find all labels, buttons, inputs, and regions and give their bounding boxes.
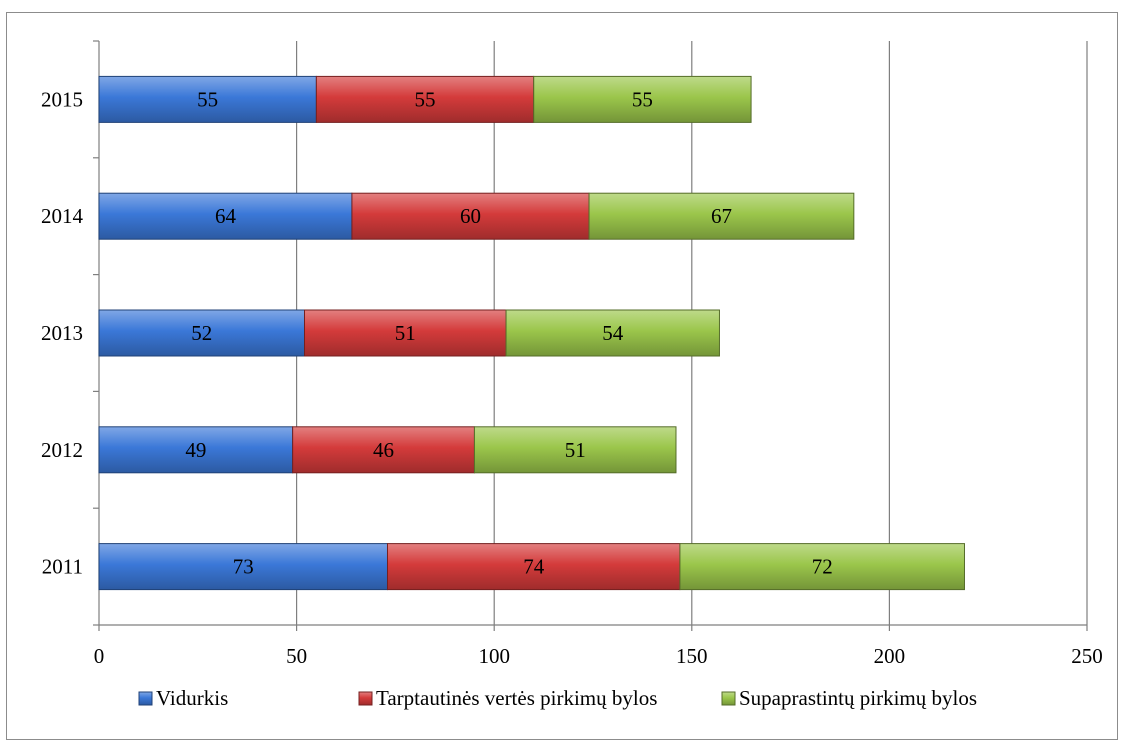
data-label: 73	[233, 555, 254, 579]
category-label: 2014	[41, 204, 84, 228]
bar-segment	[679, 543, 965, 591]
legend-item: Vidurkis	[138, 686, 228, 710]
data-label: 49	[185, 438, 206, 462]
category-labels: 2011 2012 2013 2014 2015	[41, 87, 84, 578]
tick-labels: 0 50 100 150 200 250	[94, 644, 1103, 668]
legend-label: Tarptautinės vertės pirkimų bylos	[376, 686, 657, 710]
data-label: 46	[373, 438, 394, 462]
bar-segment	[304, 309, 507, 357]
category-label: 2012	[41, 438, 83, 462]
legend-swatch	[358, 691, 373, 706]
data-label: 52	[191, 321, 212, 345]
data-label: 67	[711, 204, 732, 228]
legend-label: Vidurkis	[156, 686, 228, 710]
x-tick-label: 200	[874, 644, 906, 668]
bar-segment	[386, 543, 681, 591]
data-label: 54	[602, 321, 624, 345]
category-label: 2013	[41, 321, 83, 345]
data-label: 74	[523, 555, 545, 579]
x-tick-label: 100	[478, 644, 510, 668]
bar-segment	[98, 192, 353, 240]
bar-segment	[98, 426, 294, 474]
category-label: 2015	[41, 87, 83, 111]
legend-item: Supaprastintų pirkimų bylos	[721, 686, 977, 710]
x-tick-label: 50	[286, 644, 307, 668]
data-label: 72	[812, 555, 833, 579]
legend: Vidurkis Tarptautinės vertės pirkimų bylo…	[138, 686, 977, 710]
data-label: 55	[197, 87, 218, 111]
data-label: 51	[565, 438, 586, 462]
bar-segment	[292, 426, 475, 474]
legend-swatch	[721, 691, 736, 706]
bar-segment	[315, 75, 535, 123]
legend-swatch	[138, 691, 153, 706]
bar-segment	[98, 543, 388, 591]
data-labels: 73 74 72 49 46 51 52 51 54 64 60 67 55 55 55	[185, 87, 832, 578]
bars	[98, 75, 965, 591]
bar-segment	[351, 192, 590, 240]
x-tick-label: 150	[676, 644, 708, 668]
data-label: 55	[415, 87, 436, 111]
bar-segment	[588, 192, 855, 240]
chart-frame: 73 74 72 49 46 51 52 51 54 64 60 67 55 55 55 2011 2012 2…	[6, 12, 1118, 740]
legend-label: Supaprastintų pirkimų bylos	[739, 686, 977, 710]
category-label: 2011	[42, 555, 83, 579]
data-label: 64	[215, 204, 237, 228]
x-tick-label: 250	[1071, 644, 1103, 668]
data-label: 60	[460, 204, 481, 228]
x-tick-label: 0	[94, 644, 105, 668]
bar-segment	[473, 426, 677, 474]
bar-segment	[533, 75, 752, 123]
bar-segment	[505, 309, 720, 357]
data-label: 51	[395, 321, 416, 345]
bar-segment	[98, 309, 306, 357]
data-label: 55	[632, 87, 653, 111]
legend-item: Tarptautinės vertės pirkimų bylos	[358, 686, 657, 710]
